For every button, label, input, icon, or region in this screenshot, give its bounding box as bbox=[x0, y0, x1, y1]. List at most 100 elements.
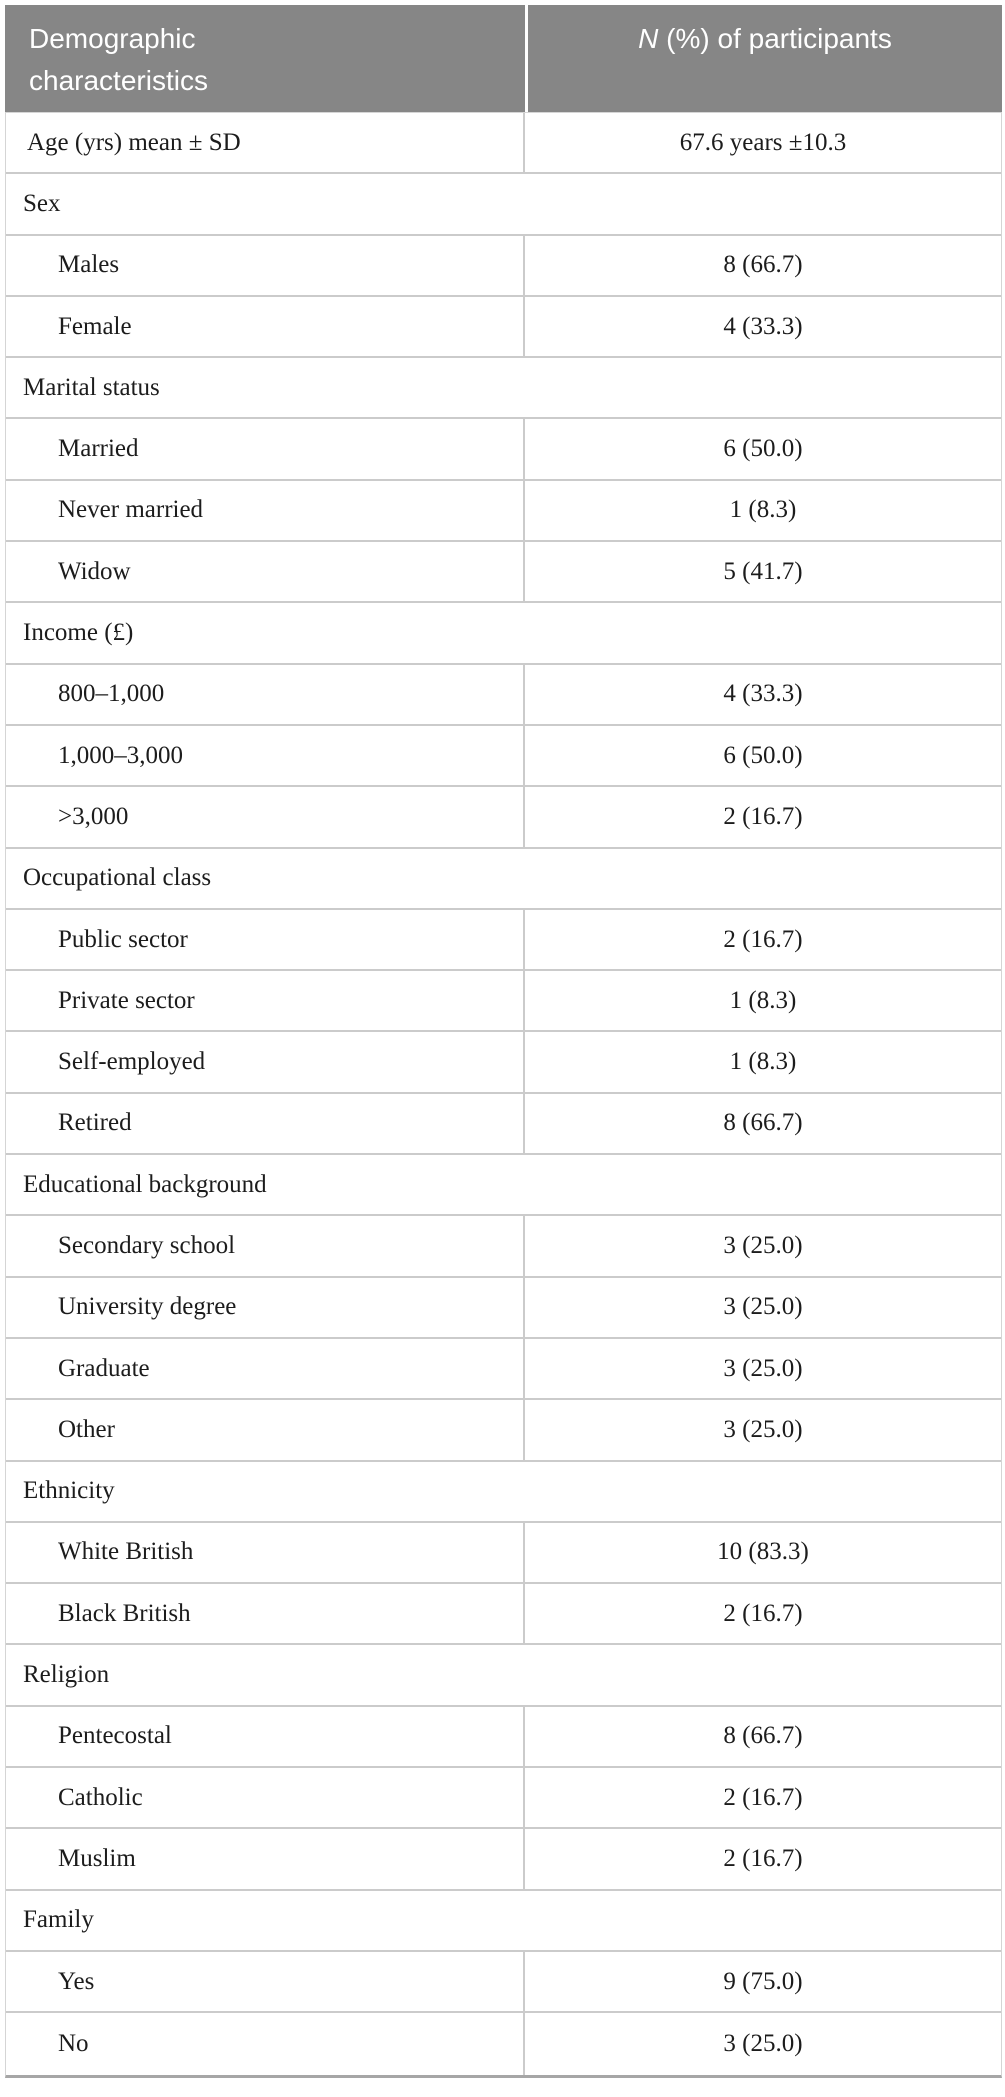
row-label-cell: Pentecostal bbox=[6, 1706, 525, 1767]
table-row: Income (£) bbox=[6, 603, 1001, 665]
row-value: 6 (50.0) bbox=[723, 435, 803, 463]
row-label: Black British bbox=[58, 1599, 191, 1627]
header-column-gap bbox=[525, 5, 528, 112]
row-label-cell: White British bbox=[6, 1522, 525, 1583]
row-value-cell: 9 (75.0) bbox=[525, 1952, 1001, 2011]
table-row: Educational background bbox=[6, 1155, 1001, 1217]
row-label: Sex bbox=[23, 189, 61, 217]
row-value: 9 (75.0) bbox=[723, 1967, 803, 1995]
table-row: Self-employed 1 (8.3) bbox=[6, 1032, 1001, 1094]
row-label-cell: Marital status bbox=[6, 358, 1001, 417]
row-value: 8 (66.7) bbox=[723, 251, 803, 279]
row-value-cell: 8 (66.7) bbox=[525, 236, 1001, 295]
row-value: 2 (16.7) bbox=[723, 1599, 803, 1627]
row-label: Age (yrs) mean ± SD bbox=[27, 128, 241, 156]
row-label-cell: Sex bbox=[6, 174, 1001, 233]
table-row: Ethnicity bbox=[6, 1462, 1001, 1523]
row-label: 1,000–3,000 bbox=[58, 741, 183, 769]
row-value-cell: 2 (16.7) bbox=[525, 1768, 1001, 1827]
row-label-cell: Public sector bbox=[6, 909, 525, 970]
row-value-cell: 2 (16.7) bbox=[525, 910, 1001, 969]
row-label-cell: Religion bbox=[6, 1645, 1001, 1704]
row-label-cell: Educational background bbox=[6, 1155, 1001, 1214]
table-row: University degree 3 (25.0) bbox=[6, 1277, 1001, 1339]
header-label-characteristics: Demographic characteristics bbox=[29, 23, 208, 96]
row-value-cell: 3 (25.0) bbox=[525, 1216, 1001, 1275]
row-label: Private sector bbox=[58, 986, 195, 1014]
row-label: Family bbox=[23, 1906, 94, 1934]
table-body: Age (yrs) mean ± SD 67.6 years ±10.3 Sex… bbox=[5, 112, 1002, 2078]
row-label: Secondary school bbox=[58, 1231, 236, 1259]
row-value: 3 (25.0) bbox=[723, 1415, 803, 1443]
row-value-cell: 3 (25.0) bbox=[525, 1400, 1001, 1459]
row-label-cell: Married bbox=[6, 419, 525, 479]
row-label-cell: Female bbox=[6, 296, 525, 357]
row-label-cell: Catholic bbox=[6, 1768, 525, 1828]
row-value-cell: 10 (83.3) bbox=[525, 1523, 1001, 1582]
row-label: Graduate bbox=[58, 1354, 150, 1382]
table-row: Other 3 (25.0) bbox=[6, 1400, 1001, 1462]
row-value-cell: 2 (16.7) bbox=[525, 1829, 1001, 1888]
table-row: Female 4 (33.3) bbox=[6, 296, 1001, 359]
table-row: Public sector 2 (16.7) bbox=[6, 909, 1001, 972]
row-value: 3 (25.0) bbox=[723, 1293, 803, 1321]
row-label-cell: Widow bbox=[6, 542, 525, 602]
row-value-cell: 8 (66.7) bbox=[525, 1094, 1001, 1153]
table-row: 1,000–3,000 6 (50.0) bbox=[6, 725, 1001, 788]
row-value: 2 (16.7) bbox=[723, 802, 803, 830]
table-row: 800–1,000 4 (33.3) bbox=[6, 664, 1001, 726]
table-row: Males 8 (66.7) bbox=[6, 235, 1001, 297]
row-label: Widow bbox=[58, 557, 131, 585]
row-value: 3 (25.0) bbox=[723, 2029, 803, 2057]
row-label: Educational background bbox=[23, 1170, 267, 1198]
row-label: Pentecostal bbox=[58, 1722, 172, 1750]
table-row: Secondary school 3 (25.0) bbox=[6, 1216, 1001, 1278]
row-label: Catholic bbox=[58, 1783, 143, 1811]
row-label-cell: University degree bbox=[6, 1277, 525, 1337]
table-row: Muslim 2 (16.7) bbox=[6, 1829, 1001, 1891]
table-row: Catholic 2 (16.7) bbox=[6, 1768, 1001, 1830]
row-value-cell: 6 (50.0) bbox=[525, 419, 1001, 478]
row-value: 10 (83.3) bbox=[717, 1538, 809, 1566]
row-label: Males bbox=[58, 251, 120, 279]
table-row: Retired 8 (66.7) bbox=[6, 1093, 1001, 1156]
table-row: Private sector 1 (8.3) bbox=[6, 971, 1001, 1033]
row-value: 2 (16.7) bbox=[723, 925, 803, 953]
row-value: 67.6 years ±10.3 bbox=[679, 128, 847, 156]
row-label-cell: 1,000–3,000 bbox=[6, 725, 525, 786]
table-row: Never married 1 (8.3) bbox=[6, 480, 1001, 543]
header-cell-n-percent: N (%) of participants bbox=[528, 5, 1002, 112]
row-value: 3 (25.0) bbox=[723, 1354, 803, 1382]
row-label-cell: Muslim bbox=[6, 1829, 525, 1889]
header-label-of-participants: (%) of participants bbox=[658, 23, 892, 54]
header-label-n: N bbox=[638, 23, 659, 54]
table-row: Yes 9 (75.0) bbox=[6, 1951, 1001, 2014]
row-label: University degree bbox=[58, 1293, 237, 1321]
table-row: Age (yrs) mean ± SD 67.6 years ±10.3 bbox=[6, 113, 1001, 175]
table-row: Marital status bbox=[6, 358, 1001, 420]
row-value-cell: 2 (16.7) bbox=[525, 1584, 1001, 1643]
row-label: 800–1,000 bbox=[58, 680, 165, 708]
row-value-cell: 5 (41.7) bbox=[525, 542, 1001, 601]
row-label-cell: Secondary school bbox=[6, 1216, 525, 1276]
row-label-cell: Retired bbox=[6, 1093, 525, 1154]
row-label: Never married bbox=[58, 496, 204, 524]
demographics-table: Demographic characteristics N (%) of par… bbox=[5, 5, 1002, 2078]
row-value: 8 (66.7) bbox=[723, 1722, 803, 1750]
row-value-cell: 1 (8.3) bbox=[525, 971, 1001, 1030]
row-value-cell: 8 (66.7) bbox=[525, 1707, 1001, 1766]
row-value: 4 (33.3) bbox=[723, 312, 803, 340]
table-row: Graduate 3 (25.0) bbox=[6, 1338, 1001, 1401]
row-label-cell: Self-employed bbox=[6, 1032, 525, 1092]
row-label-cell: Males bbox=[6, 235, 525, 295]
row-value-cell: 2 (16.7) bbox=[525, 787, 1001, 846]
row-label: White British bbox=[58, 1538, 194, 1566]
row-label: Public sector bbox=[58, 925, 188, 953]
table-row: >3,000 2 (16.7) bbox=[6, 787, 1001, 849]
row-label-cell: Black British bbox=[6, 1584, 525, 1644]
row-label: Religion bbox=[23, 1661, 110, 1689]
row-value-cell: 6 (50.0) bbox=[525, 726, 1001, 785]
header-cell-characteristics: Demographic characteristics bbox=[5, 5, 525, 112]
row-label: Self-employed bbox=[58, 1048, 206, 1076]
row-value: 2 (16.7) bbox=[723, 1783, 803, 1811]
